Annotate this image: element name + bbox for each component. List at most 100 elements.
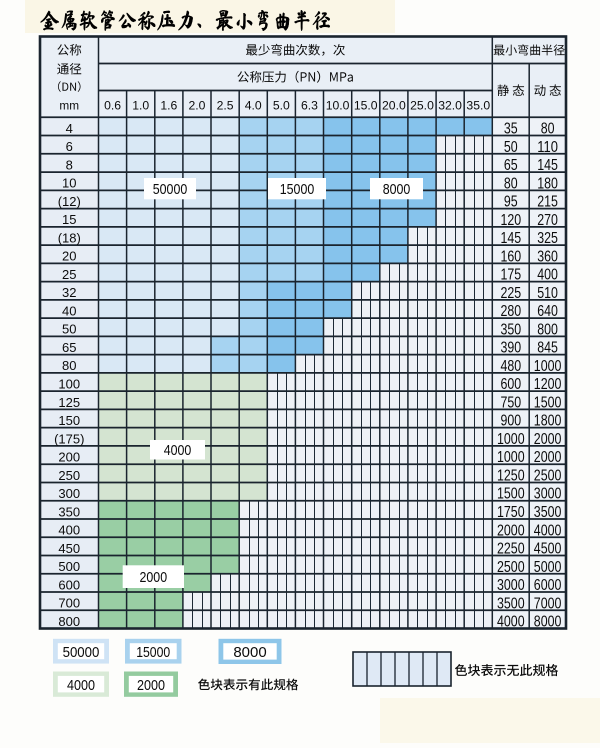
svg-text:250: 250 (58, 468, 80, 483)
svg-text:15: 15 (62, 212, 76, 227)
svg-text:175: 175 (500, 267, 521, 284)
svg-text:25: 25 (62, 267, 76, 282)
svg-text:1000: 1000 (497, 449, 525, 466)
svg-text:180: 180 (537, 175, 558, 192)
svg-text:1800: 1800 (534, 413, 562, 430)
svg-text:50000: 50000 (63, 644, 100, 661)
svg-text:6: 6 (66, 139, 73, 154)
svg-text:15.0: 15.0 (354, 99, 378, 113)
svg-text:(175): (175) (54, 431, 84, 446)
svg-text:350: 350 (58, 504, 80, 519)
svg-text:0.6: 0.6 (104, 99, 121, 113)
svg-text:1500: 1500 (534, 395, 562, 412)
svg-text:1200: 1200 (534, 376, 562, 393)
svg-text:4000: 4000 (534, 522, 562, 539)
svg-text:80: 80 (541, 121, 555, 138)
svg-text:600: 600 (500, 376, 521, 393)
svg-text:15000: 15000 (136, 644, 170, 661)
svg-text:15000: 15000 (280, 181, 315, 198)
svg-text:160: 160 (500, 248, 521, 265)
svg-text:1.0: 1.0 (132, 99, 149, 113)
svg-text:325: 325 (537, 230, 558, 247)
svg-text:7000: 7000 (534, 595, 562, 612)
svg-text:750: 750 (500, 395, 521, 412)
svg-text:5.0: 5.0 (273, 99, 290, 113)
svg-text:900: 900 (500, 413, 521, 430)
svg-text:3500: 3500 (497, 595, 525, 612)
svg-text:95: 95 (504, 194, 518, 211)
svg-text:20.0: 20.0 (382, 99, 406, 113)
svg-text:5000: 5000 (534, 559, 562, 576)
svg-text:215: 215 (537, 194, 558, 211)
svg-text:2000: 2000 (137, 677, 165, 694)
svg-text:2000: 2000 (534, 431, 562, 448)
svg-text:800: 800 (58, 614, 80, 629)
svg-text:2500: 2500 (534, 468, 562, 485)
svg-text:4500: 4500 (534, 541, 562, 558)
svg-text:2500: 2500 (497, 559, 525, 576)
svg-text:4000: 4000 (164, 442, 192, 459)
svg-text:6.3: 6.3 (301, 99, 318, 113)
svg-text:50: 50 (504, 139, 518, 156)
svg-text:360: 360 (537, 248, 558, 265)
svg-text:4: 4 (66, 121, 73, 136)
svg-text:32.0: 32.0 (438, 99, 462, 113)
svg-text:700: 700 (58, 596, 80, 611)
svg-text:145: 145 (537, 157, 558, 174)
svg-text:150: 150 (58, 413, 80, 428)
svg-text:3500: 3500 (534, 504, 562, 521)
svg-text:450: 450 (58, 541, 80, 556)
svg-text:400: 400 (58, 523, 80, 538)
svg-text:4.0: 4.0 (245, 99, 262, 113)
svg-text:8000: 8000 (383, 181, 411, 198)
svg-text:10: 10 (62, 176, 76, 191)
svg-text:300: 300 (58, 486, 80, 501)
svg-text:(12): (12) (58, 194, 81, 209)
svg-text:2250: 2250 (497, 541, 525, 558)
svg-text:4000: 4000 (67, 677, 95, 694)
svg-text:390: 390 (500, 340, 521, 357)
svg-text:110: 110 (537, 139, 558, 156)
svg-text:270: 270 (537, 212, 558, 229)
svg-text:1.6: 1.6 (160, 99, 177, 113)
svg-text:225: 225 (500, 285, 521, 302)
svg-text:845: 845 (537, 340, 558, 357)
svg-text:200: 200 (58, 450, 80, 465)
svg-text:50: 50 (62, 322, 76, 337)
svg-text:2000: 2000 (140, 569, 168, 586)
svg-text:400: 400 (537, 267, 558, 284)
svg-text:280: 280 (500, 303, 521, 320)
svg-text:6000: 6000 (534, 577, 562, 594)
svg-text:32: 32 (62, 285, 76, 300)
svg-text:3000: 3000 (534, 486, 562, 503)
svg-text:1000: 1000 (497, 431, 525, 448)
svg-text:50000: 50000 (153, 181, 188, 198)
svg-text:125: 125 (58, 395, 80, 410)
svg-text:40: 40 (62, 304, 76, 319)
svg-text:80: 80 (62, 358, 76, 373)
svg-text:20: 20 (62, 249, 76, 264)
svg-text:35: 35 (504, 121, 518, 138)
svg-text:120: 120 (500, 212, 521, 229)
svg-text:480: 480 (500, 358, 521, 375)
svg-text:1750: 1750 (497, 504, 525, 521)
svg-text:500: 500 (58, 559, 80, 574)
svg-text:3000: 3000 (497, 577, 525, 594)
svg-text:2.0: 2.0 (189, 99, 206, 113)
svg-text:2000: 2000 (534, 449, 562, 466)
svg-text:100: 100 (58, 377, 80, 392)
svg-text:65: 65 (62, 340, 76, 355)
svg-text:mm: mm (59, 99, 79, 113)
svg-text:2.5: 2.5 (217, 99, 234, 113)
svg-text:145: 145 (500, 230, 521, 247)
svg-text:800: 800 (537, 321, 558, 338)
svg-text:8000: 8000 (233, 644, 266, 661)
svg-text:4000: 4000 (497, 614, 525, 631)
svg-text:1250: 1250 (497, 468, 525, 485)
svg-text:640: 640 (537, 303, 558, 320)
svg-text:510: 510 (537, 285, 558, 302)
svg-text:25.0: 25.0 (410, 99, 434, 113)
svg-text:(18): (18) (58, 230, 81, 245)
svg-text:8: 8 (66, 157, 73, 172)
svg-text:65: 65 (504, 157, 518, 174)
